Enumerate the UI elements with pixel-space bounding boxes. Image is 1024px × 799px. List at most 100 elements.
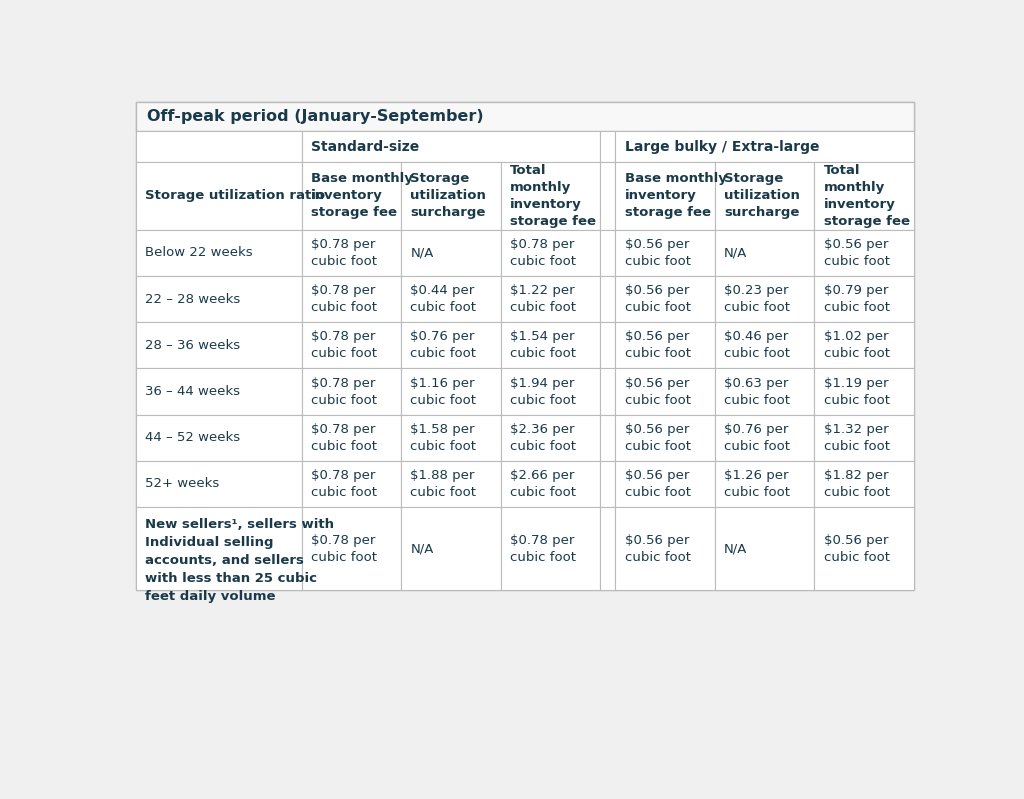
Bar — [715, 162, 814, 230]
Text: Below 22 weeks: Below 22 weeks — [145, 246, 253, 260]
Text: 52+ weeks: 52+ weeks — [145, 478, 219, 491]
Text: N/A: N/A — [724, 543, 748, 555]
Text: $2.66 per
cubic foot: $2.66 per cubic foot — [510, 469, 577, 499]
Text: $1.02 per
cubic foot: $1.02 per cubic foot — [823, 330, 890, 360]
Bar — [302, 230, 401, 276]
Bar — [302, 162, 401, 230]
Bar — [615, 322, 715, 368]
Text: Base monthly
inventory
storage fee: Base monthly inventory storage fee — [311, 173, 413, 220]
Text: New sellers¹, sellers with
Individual selling
accounts, and sellers
with less th: New sellers¹, sellers with Individual se… — [145, 518, 334, 602]
Bar — [136, 368, 302, 415]
Bar — [401, 368, 501, 415]
Text: $1.82 per
cubic foot: $1.82 per cubic foot — [823, 469, 890, 499]
Bar — [401, 162, 501, 230]
Bar — [814, 230, 913, 276]
Bar — [615, 368, 715, 415]
Text: $1.19 per
cubic foot: $1.19 per cubic foot — [823, 376, 890, 407]
Text: $0.78 per
cubic foot: $0.78 per cubic foot — [510, 238, 577, 268]
Bar — [715, 230, 814, 276]
Text: $0.56 per
cubic foot: $0.56 per cubic foot — [625, 423, 690, 453]
Bar — [136, 102, 913, 131]
Bar — [615, 230, 715, 276]
Text: $0.44 per
cubic foot: $0.44 per cubic foot — [411, 284, 476, 314]
Bar — [136, 276, 302, 322]
Bar — [501, 368, 600, 415]
Bar — [814, 507, 913, 590]
Bar — [715, 322, 814, 368]
Bar — [814, 415, 913, 461]
Text: $0.56 per
cubic foot: $0.56 per cubic foot — [625, 376, 690, 407]
Text: $1.54 per
cubic foot: $1.54 per cubic foot — [510, 330, 577, 360]
Text: N/A: N/A — [411, 543, 434, 555]
Text: Base monthly
inventory
storage fee: Base monthly inventory storage fee — [625, 173, 726, 220]
Text: $1.88 per
cubic foot: $1.88 per cubic foot — [411, 469, 476, 499]
Bar — [615, 461, 715, 507]
Bar — [814, 461, 913, 507]
Bar — [615, 276, 715, 322]
Text: $0.56 per
cubic foot: $0.56 per cubic foot — [625, 534, 690, 563]
Text: Total
monthly
inventory
storage fee: Total monthly inventory storage fee — [823, 164, 909, 228]
Bar — [401, 322, 501, 368]
Text: 44 – 52 weeks: 44 – 52 weeks — [145, 431, 241, 444]
Bar — [302, 131, 600, 162]
Text: Off-peak period (January-September): Off-peak period (January-September) — [146, 109, 483, 124]
Bar — [401, 507, 501, 590]
Text: $0.56 per
cubic foot: $0.56 per cubic foot — [625, 330, 690, 360]
Bar — [136, 507, 302, 590]
Text: $1.22 per
cubic foot: $1.22 per cubic foot — [510, 284, 577, 314]
Text: 22 – 28 weeks: 22 – 28 weeks — [145, 292, 241, 306]
Bar — [501, 461, 600, 507]
Bar — [302, 461, 401, 507]
Bar — [302, 322, 401, 368]
Text: $0.63 per
cubic foot: $0.63 per cubic foot — [724, 376, 791, 407]
Text: Storage
utilization
surcharge: Storage utilization surcharge — [411, 173, 486, 220]
Bar — [615, 162, 715, 230]
Bar — [715, 507, 814, 590]
Bar — [136, 230, 302, 276]
Bar — [600, 131, 615, 162]
Bar — [501, 415, 600, 461]
Bar — [401, 415, 501, 461]
Text: $0.76 per
cubic foot: $0.76 per cubic foot — [724, 423, 791, 453]
Text: Storage utilization ratio: Storage utilization ratio — [145, 189, 326, 202]
Text: Storage
utilization
surcharge: Storage utilization surcharge — [724, 173, 800, 220]
Text: $0.46 per
cubic foot: $0.46 per cubic foot — [724, 330, 791, 360]
Bar — [715, 276, 814, 322]
Bar — [615, 507, 715, 590]
Bar — [136, 131, 302, 162]
Text: $1.58 per
cubic foot: $1.58 per cubic foot — [411, 423, 476, 453]
Text: $0.78 per
cubic foot: $0.78 per cubic foot — [311, 423, 377, 453]
Text: $0.78 per
cubic foot: $0.78 per cubic foot — [311, 330, 377, 360]
Bar — [600, 322, 615, 368]
Bar — [302, 415, 401, 461]
Bar — [600, 276, 615, 322]
Text: N/A: N/A — [724, 246, 748, 260]
Bar — [401, 276, 501, 322]
Bar — [600, 507, 615, 590]
Text: $0.56 per
cubic foot: $0.56 per cubic foot — [625, 238, 690, 268]
Text: $0.56 per
cubic foot: $0.56 per cubic foot — [625, 284, 690, 314]
Text: $1.16 per
cubic foot: $1.16 per cubic foot — [411, 376, 476, 407]
Bar — [715, 415, 814, 461]
Text: $1.32 per
cubic foot: $1.32 per cubic foot — [823, 423, 890, 453]
Bar — [501, 276, 600, 322]
Bar — [615, 131, 913, 162]
Bar — [302, 507, 401, 590]
Bar — [136, 102, 913, 590]
Text: $0.23 per
cubic foot: $0.23 per cubic foot — [724, 284, 791, 314]
Bar — [501, 162, 600, 230]
Bar — [136, 162, 302, 230]
Bar — [501, 230, 600, 276]
Bar — [600, 368, 615, 415]
Bar — [715, 368, 814, 415]
Bar — [814, 368, 913, 415]
Text: $1.94 per
cubic foot: $1.94 per cubic foot — [510, 376, 577, 407]
Bar — [401, 461, 501, 507]
Text: $0.78 per
cubic foot: $0.78 per cubic foot — [311, 534, 377, 563]
Text: $1.26 per
cubic foot: $1.26 per cubic foot — [724, 469, 791, 499]
Bar — [401, 230, 501, 276]
Text: $0.56 per
cubic foot: $0.56 per cubic foot — [823, 534, 890, 563]
Text: $0.79 per
cubic foot: $0.79 per cubic foot — [823, 284, 890, 314]
Bar — [136, 322, 302, 368]
Bar — [814, 276, 913, 322]
